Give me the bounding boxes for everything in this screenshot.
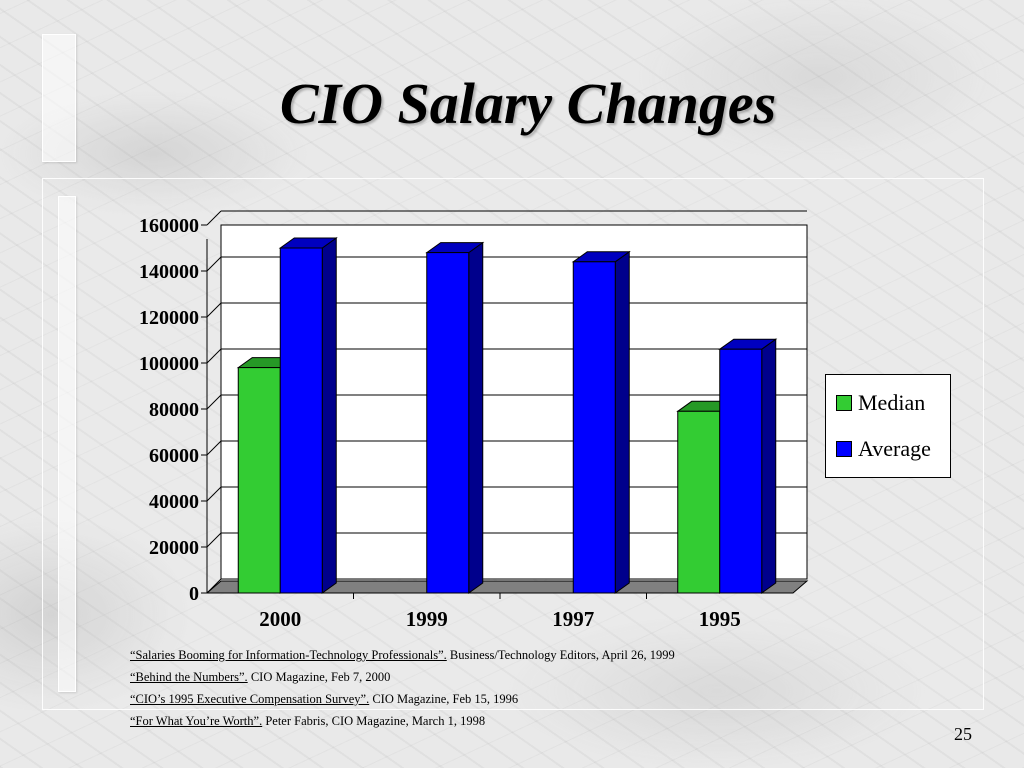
- y-tick-label: 20000: [149, 537, 199, 559]
- gridline-side: [206, 394, 222, 410]
- reference-source: CIO Magazine, Feb 15, 1996: [369, 692, 519, 706]
- gridline-side: [206, 348, 222, 364]
- legend-label-median: Median: [858, 390, 926, 415]
- reference-source: CIO Magazine, Feb 7, 2000: [247, 670, 391, 684]
- reference-item: “Behind the Numbers”. CIO Magazine, Feb …: [130, 668, 830, 690]
- bar-average-2000: [278, 237, 338, 594]
- x-tick-label: 1995: [699, 607, 741, 631]
- gridline-side: [206, 486, 222, 502]
- decorative-bar-top: [42, 34, 76, 162]
- reference-link[interactable]: “For What You’re Worth”.: [130, 714, 263, 728]
- gridline-side: [206, 302, 222, 318]
- y-tick-label: 60000: [149, 445, 199, 467]
- gridline-side: [206, 256, 222, 272]
- legend-label-average: Average: [858, 436, 931, 461]
- y-tick-label: 100000: [139, 353, 199, 375]
- reference-item: “CIO’s 1995 Executive Compensation Surve…: [130, 690, 830, 712]
- x-tick-label: 2000: [259, 607, 301, 631]
- reference-link[interactable]: “Behind the Numbers”.: [130, 670, 248, 684]
- references-list: “Salaries Booming for Information-Techno…: [130, 646, 830, 734]
- legend-swatch-average: [836, 441, 852, 457]
- reference-source: Peter Fabris, CIO Magazine, March 1, 199…: [262, 714, 486, 728]
- chart-legend: Median Average: [825, 374, 951, 478]
- slide-title: CIO Salary Changes: [279, 71, 777, 136]
- y-tick-label: 40000: [149, 491, 199, 513]
- y-tick-label: 140000: [139, 261, 199, 283]
- bar-average-1995: [718, 338, 778, 594]
- gridline-side: [206, 440, 222, 456]
- page-number: 25: [954, 724, 972, 744]
- bar-average-1997: [571, 250, 631, 594]
- legend-item-median: Median: [836, 390, 926, 415]
- x-tick-label: 1999: [406, 607, 448, 631]
- legend-swatch-median: [836, 395, 852, 411]
- gridline-side: [206, 210, 222, 226]
- y-tick-label: 160000: [139, 215, 199, 237]
- decorative-bar-left: [58, 196, 76, 692]
- reference-item: “For What You’re Worth”. Peter Fabris, C…: [130, 712, 830, 734]
- reference-source: Business/Technology Editors, April 26, 1…: [446, 648, 675, 662]
- reference-link[interactable]: “Salaries Booming for Information-Techno…: [130, 648, 447, 662]
- bar-average-1999: [425, 241, 485, 594]
- y-tick-label: 80000: [149, 399, 199, 421]
- reference-link[interactable]: “CIO’s 1995 Executive Compensation Surve…: [130, 692, 370, 706]
- y-tick-label: 0: [189, 583, 199, 605]
- legend-item-average: Average: [836, 436, 931, 461]
- gridline-side: [206, 532, 222, 548]
- y-tick-label: 120000: [139, 307, 199, 329]
- reference-item: “Salaries Booming for Information-Techno…: [130, 646, 830, 668]
- x-tick-label: 1997: [552, 607, 594, 631]
